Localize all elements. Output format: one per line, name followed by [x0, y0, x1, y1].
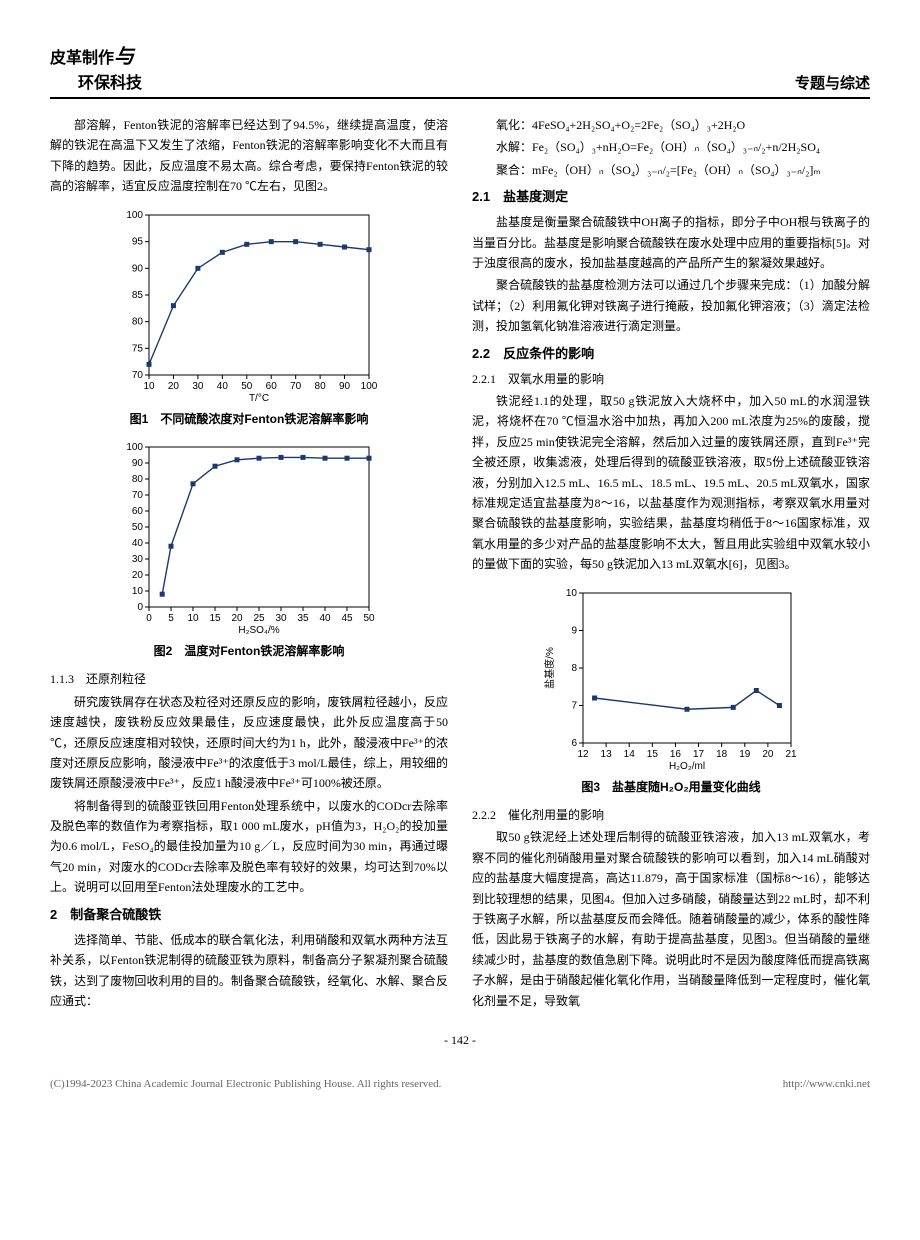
svg-text:90: 90: [339, 381, 351, 392]
footer-right: http://www.cnki.net: [783, 1078, 870, 1090]
sec-2-2-2-title: 2.2.2 催化剂用量的影响: [472, 805, 870, 825]
svg-text:100: 100: [126, 210, 143, 221]
journal-title: 皮革制作与 环保科技: [50, 40, 142, 93]
svg-text:90: 90: [132, 263, 144, 274]
svg-text:50: 50: [241, 381, 253, 392]
svg-text:15: 15: [647, 749, 659, 760]
svg-text:19: 19: [739, 749, 751, 760]
svg-text:18: 18: [716, 749, 728, 760]
svg-text:6: 6: [571, 738, 577, 749]
fig1-caption: 图1 不同硫酸浓度对Fenton铁泥溶解率影响: [50, 409, 448, 429]
footer-left: (C)1994-2023 China Academic Journal Elec…: [50, 1078, 441, 1090]
svg-text:30: 30: [275, 613, 287, 624]
svg-text:80: 80: [315, 381, 327, 392]
svg-text:10: 10: [566, 588, 578, 599]
eq-oxidation: 氧化：4FeSO₄+2H₂SO₄+O₂=2Fe₂（SO₄）₃+2H₂O: [472, 115, 870, 135]
svg-text:80: 80: [132, 474, 144, 485]
svg-text:95: 95: [132, 236, 144, 247]
sec-2-1-title: 2.1 盐基度测定: [472, 186, 870, 208]
svg-text:12: 12: [577, 749, 589, 760]
section-label: 专题与综述: [795, 72, 870, 93]
svg-text:80: 80: [132, 316, 144, 327]
svg-text:60: 60: [132, 506, 144, 517]
svg-text:7: 7: [571, 700, 577, 711]
svg-text:75: 75: [132, 343, 144, 354]
svg-text:9: 9: [571, 625, 577, 636]
svg-text:0: 0: [146, 613, 152, 624]
svg-text:20: 20: [231, 613, 243, 624]
sec-2-1-p1: 盐基度是衡量聚合硫酸铁中OH离子的指标，即分子中OH根与铁离子的当量百分比。盐基…: [472, 212, 870, 273]
sec-2-2-title: 2.2 反应条件的影响: [472, 343, 870, 365]
sec-2-2-2-p: 取50 g铁泥经上述处理后制得的硫酸亚铁溶液，加入13 mL双氧水，考察不同的催…: [472, 827, 870, 1011]
svg-text:20: 20: [132, 570, 144, 581]
fig1-svg: 10 20 30 40 50 60 70 80 90 100 70 75 80 85 90 95 100 T/°C: [119, 205, 379, 405]
svg-text:8: 8: [571, 663, 577, 674]
fig3-caption: 图3 盐基度随H₂O₂用量变化曲线: [472, 777, 870, 797]
svg-text:50: 50: [132, 522, 144, 533]
eq-polymerization: 聚合：mFe₂（OH）ₙ（SO₄）₃₋ₙ/₂=[Fe₂（OH）ₙ（SO₄）₃₋ₙ…: [472, 160, 870, 180]
sec-2-2-1-title: 2.2.1 双氧水用量的影响: [472, 369, 870, 389]
sec-1-1-3-title: 1.1.3 还原剂粒径: [50, 669, 448, 689]
svg-text:25: 25: [253, 613, 265, 624]
svg-text:10: 10: [187, 613, 199, 624]
svg-text:50: 50: [363, 613, 375, 624]
svg-text:30: 30: [132, 554, 144, 565]
svg-text:70: 70: [290, 381, 302, 392]
page-header: 皮革制作与 环保科技 专题与综述: [50, 40, 870, 99]
svg-text:35: 35: [297, 613, 309, 624]
svg-text:90: 90: [132, 458, 144, 469]
svg-text:H₂SO₄/%: H₂SO₄/%: [238, 625, 279, 636]
sec-2-title: 2 制备聚合硫酸铁: [50, 904, 448, 926]
sec-2-1-p2: 聚合硫酸铁的盐基度检测方法可以通过几个步骤来完成：（1）加酸分解试样；（2）利用…: [472, 275, 870, 336]
sec-2-p: 选择简单、节能、低成本的联合氧化法，利用硝酸和双氧水两种方法互补关系，以Fent…: [50, 930, 448, 1012]
journal-line1: 皮革制作: [50, 50, 114, 67]
svg-text:17: 17: [693, 749, 705, 760]
figure-1: 10 20 30 40 50 60 70 80 90 100 70 75 80 85 90 95 100 T/°C…: [50, 205, 448, 429]
svg-text:16: 16: [670, 749, 682, 760]
right-column: 氧化：4FeSO₄+2H₂SO₄+O₂=2Fe₂（SO₄）₃+2H₂O 水解：F…: [472, 115, 870, 1013]
fig3-svg: 12 13 14 15 16 17 18 19 20 21 6 7 8 9 10 H₂O₂/ml 盐基度/%: [541, 583, 801, 773]
sec-1-1-3-p2: 将制备得到的硫酸亚铁回用Fenton处理系统中，以废水的CODcr去除率及脱色率…: [50, 796, 448, 898]
svg-text:10: 10: [132, 586, 144, 597]
svg-text:15: 15: [209, 613, 221, 624]
svg-text:14: 14: [624, 749, 636, 760]
footer: (C)1994-2023 China Academic Journal Elec…: [50, 1078, 870, 1090]
svg-text:40: 40: [319, 613, 331, 624]
svg-text:85: 85: [132, 290, 144, 301]
fig2-caption: 图2 温度对Fenton铁泥溶解率影响: [50, 641, 448, 661]
svg-text:H₂O₂/ml: H₂O₂/ml: [669, 761, 705, 772]
svg-text:30: 30: [192, 381, 204, 392]
svg-text:40: 40: [217, 381, 229, 392]
sec-2-2-1-p: 铁泥经1.1的处理，取50 g铁泥放入大烧杯中，加入50 mL的水润湿铁泥，将烧…: [472, 391, 870, 575]
sec-1-1-3-p1: 研究废铁屑存在状态及粒径对还原反应的影响，废铁屑粒径越小，反应速度越快，废铁粉反…: [50, 692, 448, 794]
svg-text:T/°C: T/°C: [249, 393, 269, 404]
content-columns: 部溶解，Fenton铁泥的溶解率已经达到了94.5%，继续提高温度，使溶解的铁泥…: [50, 115, 870, 1013]
left-column: 部溶解，Fenton铁泥的溶解率已经达到了94.5%，继续提高温度，使溶解的铁泥…: [50, 115, 448, 1013]
svg-text:20: 20: [762, 749, 774, 760]
svg-text:13: 13: [601, 749, 613, 760]
svg-text:21: 21: [785, 749, 797, 760]
svg-text:45: 45: [341, 613, 353, 624]
figure-2: 0 5 10 15 20 25 30 35 40 45 50 0 10 20 30 40 50 60 70 80 90 1…: [50, 437, 448, 661]
svg-text:70: 70: [132, 490, 144, 501]
page-number: - 142 -: [50, 1033, 870, 1048]
svg-text:20: 20: [168, 381, 180, 392]
intro-para: 部溶解，Fenton铁泥的溶解率已经达到了94.5%，继续提高温度，使溶解的铁泥…: [50, 115, 448, 197]
svg-text:5: 5: [168, 613, 174, 624]
journal-line2: 环保科技: [50, 69, 142, 93]
svg-text:0: 0: [137, 602, 143, 613]
journal-amp: 与: [114, 46, 134, 68]
svg-text:40: 40: [132, 538, 144, 549]
figure-3: 12 13 14 15 16 17 18 19 20 21 6 7 8 9 10 H₂O₂/ml 盐基度/% 图…: [472, 583, 870, 797]
svg-text:盐基度/%: 盐基度/%: [543, 647, 556, 689]
fig2-svg: 0 5 10 15 20 25 30 35 40 45 50 0 10 20 30 40 50 60 70 80 90 1…: [119, 437, 379, 637]
svg-text:100: 100: [126, 442, 143, 453]
eq-hydrolysis: 水解：Fe₂（SO₄）₃+nH₂O=Fe₂（OH）ₙ（SO₄）₃₋ₙ/₂+n/2…: [472, 137, 870, 157]
svg-text:100: 100: [361, 381, 378, 392]
svg-text:60: 60: [266, 381, 278, 392]
svg-text:10: 10: [143, 381, 155, 392]
svg-text:70: 70: [132, 370, 144, 381]
